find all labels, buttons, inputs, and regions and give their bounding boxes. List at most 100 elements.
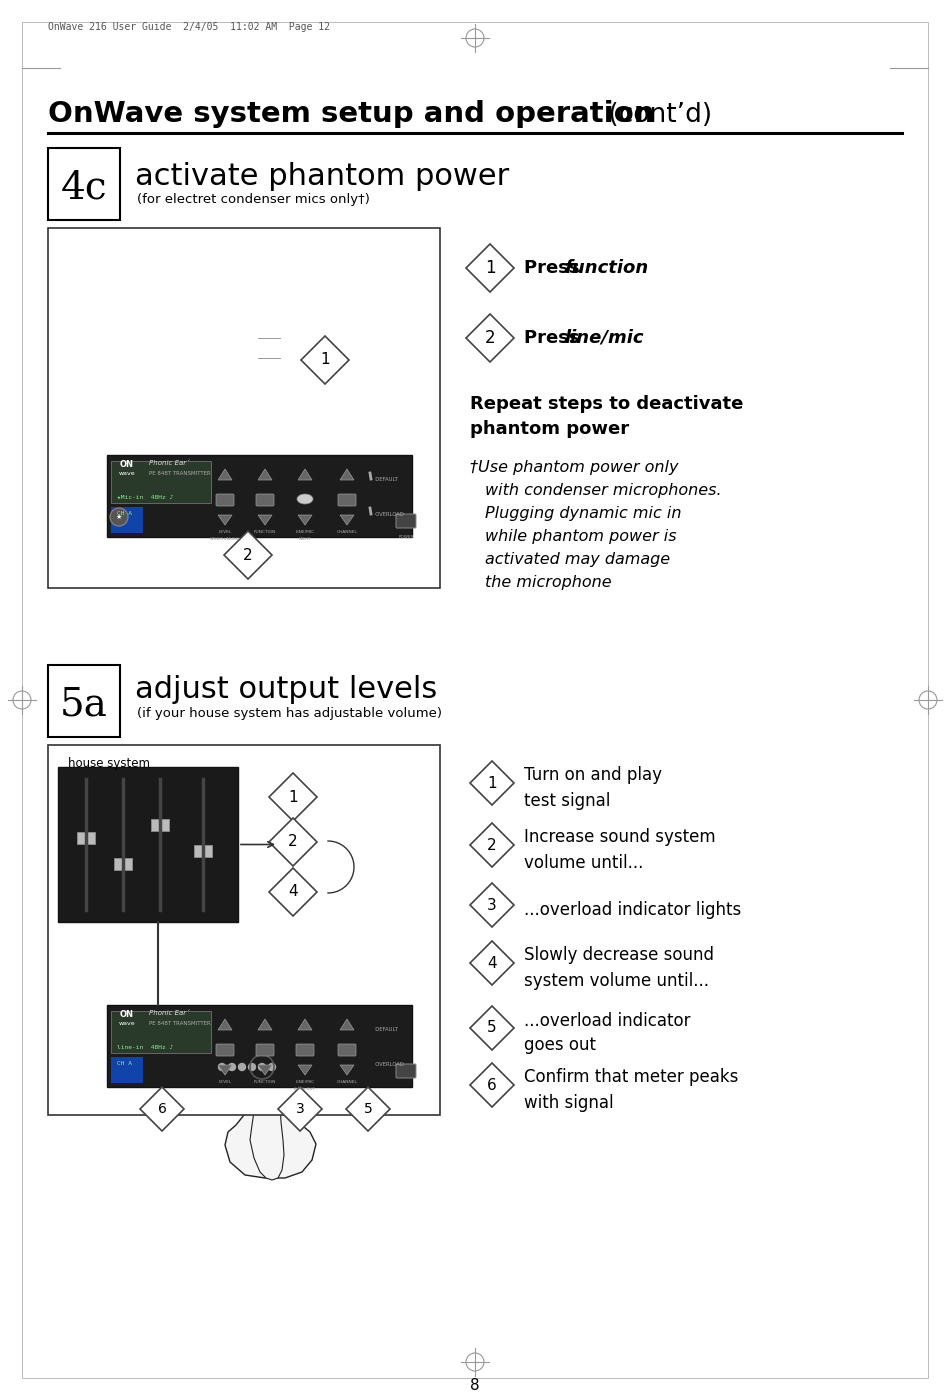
- Text: Phonic Ear´: Phonic Ear´: [149, 461, 190, 466]
- Polygon shape: [269, 868, 317, 916]
- Text: ...overload indicator lights: ...overload indicator lights: [524, 902, 741, 918]
- Bar: [48, 148, 120, 220]
- Polygon shape: [218, 1065, 232, 1075]
- Text: the microphone: the microphone: [485, 575, 612, 589]
- Bar: [111, 1057, 143, 1084]
- Polygon shape: [218, 515, 232, 525]
- Text: 2: 2: [484, 329, 495, 347]
- Bar: [111, 1011, 211, 1053]
- Text: phantom power: phantom power: [470, 420, 629, 438]
- Text: Press: Press: [524, 329, 586, 347]
- Text: OVERLOAD: OVERLOAD: [372, 512, 404, 517]
- Text: OnWave 216 User Guide  2/4/05  11:02 AM  Page 12: OnWave 216 User Guide 2/4/05 11:02 AM Pa…: [48, 22, 330, 32]
- Bar: [111, 507, 143, 533]
- Text: FUNCTION: FUNCTION: [254, 531, 276, 533]
- Bar: [48, 745, 440, 1114]
- Polygon shape: [224, 531, 272, 580]
- Text: 2: 2: [288, 834, 297, 850]
- Polygon shape: [340, 1019, 354, 1030]
- Polygon shape: [466, 244, 514, 293]
- Text: CHANNEL: CHANNEL: [336, 531, 357, 533]
- Bar: [151, 819, 169, 830]
- Text: Slowly decrease sound
system volume until...: Slowly decrease sound system volume unti…: [524, 946, 714, 990]
- Text: 3: 3: [295, 1102, 304, 1116]
- Text: ON: ON: [120, 461, 134, 469]
- Text: OVERLOAD: OVERLOAD: [372, 1063, 404, 1067]
- Polygon shape: [225, 995, 316, 1177]
- Text: †Use phantom power only: †Use phantom power only: [470, 461, 678, 475]
- Text: house system: house system: [68, 757, 150, 770]
- Text: 4: 4: [288, 885, 297, 900]
- Polygon shape: [298, 469, 312, 480]
- Text: 6: 6: [158, 1102, 166, 1116]
- Text: Press: Press: [524, 259, 586, 277]
- Text: while phantom power is: while phantom power is: [485, 529, 676, 545]
- Text: SPEECH/MUSIC: SPEECH/MUSIC: [210, 538, 240, 540]
- Polygon shape: [278, 1086, 322, 1131]
- Text: DEFAULT: DEFAULT: [372, 1028, 398, 1032]
- Text: 5: 5: [364, 1102, 372, 1116]
- Text: 2: 2: [243, 547, 253, 563]
- Text: 6: 6: [487, 1078, 497, 1092]
- Text: Plugging dynamic mic in: Plugging dynamic mic in: [485, 505, 681, 521]
- Text: 4c: 4c: [61, 169, 107, 206]
- Polygon shape: [301, 336, 349, 384]
- FancyBboxPatch shape: [396, 514, 416, 528]
- Text: CH A: CH A: [117, 1061, 132, 1065]
- Polygon shape: [140, 1086, 184, 1131]
- Circle shape: [229, 1064, 236, 1071]
- Text: (if your house system has adjustable volume): (if your house system has adjustable vol…: [137, 707, 442, 720]
- Bar: [58, 767, 238, 923]
- Circle shape: [258, 1064, 265, 1071]
- Circle shape: [218, 1064, 225, 1071]
- Text: MIC/IT: MIC/IT: [298, 538, 312, 540]
- Text: ON: ON: [120, 1009, 134, 1019]
- FancyBboxPatch shape: [296, 1044, 314, 1056]
- Circle shape: [269, 1064, 276, 1071]
- Polygon shape: [269, 818, 317, 867]
- Text: activate phantom power: activate phantom power: [135, 162, 509, 190]
- Polygon shape: [470, 762, 514, 805]
- Text: 5a: 5a: [60, 686, 108, 724]
- Text: wave: wave: [119, 1021, 135, 1026]
- Ellipse shape: [297, 494, 313, 504]
- Text: LINE/MIC: LINE/MIC: [295, 1079, 314, 1084]
- Text: 8: 8: [470, 1378, 480, 1393]
- Polygon shape: [298, 1065, 312, 1075]
- Text: POWER: POWER: [398, 535, 413, 539]
- Text: 2: 2: [487, 837, 497, 853]
- Polygon shape: [340, 515, 354, 525]
- FancyBboxPatch shape: [216, 494, 234, 505]
- Polygon shape: [258, 515, 272, 525]
- Polygon shape: [205, 830, 296, 911]
- Text: LEVEL: LEVEL: [218, 531, 232, 533]
- Text: 1: 1: [487, 776, 497, 791]
- Text: OnWave system setup and operation: OnWave system setup and operation: [48, 99, 655, 127]
- Text: DEFAULT: DEFAULT: [372, 477, 398, 482]
- Polygon shape: [466, 314, 514, 363]
- Text: activated may damage: activated may damage: [485, 552, 670, 567]
- Bar: [111, 461, 211, 503]
- Text: function: function: [564, 259, 648, 277]
- Bar: [107, 455, 412, 538]
- Circle shape: [238, 1064, 245, 1071]
- Polygon shape: [470, 1063, 514, 1107]
- FancyBboxPatch shape: [256, 1044, 274, 1056]
- Polygon shape: [340, 1065, 354, 1075]
- Polygon shape: [470, 823, 514, 867]
- FancyBboxPatch shape: [396, 1064, 416, 1078]
- Text: adjust output levels: adjust output levels: [135, 675, 437, 704]
- Polygon shape: [269, 773, 317, 820]
- Polygon shape: [218, 1019, 232, 1030]
- Text: wave: wave: [119, 470, 135, 476]
- Polygon shape: [258, 469, 272, 480]
- Text: ★: ★: [116, 514, 123, 519]
- Bar: [194, 846, 212, 857]
- Text: CHANNEL: CHANNEL: [336, 1079, 357, 1084]
- Text: BASS OUT: BASS OUT: [294, 1086, 315, 1091]
- Text: (cont’d): (cont’d): [600, 102, 712, 127]
- Polygon shape: [258, 1065, 272, 1075]
- Text: 5: 5: [487, 1021, 497, 1036]
- Text: Repeat steps to deactivate: Repeat steps to deactivate: [470, 395, 743, 413]
- Polygon shape: [298, 515, 312, 525]
